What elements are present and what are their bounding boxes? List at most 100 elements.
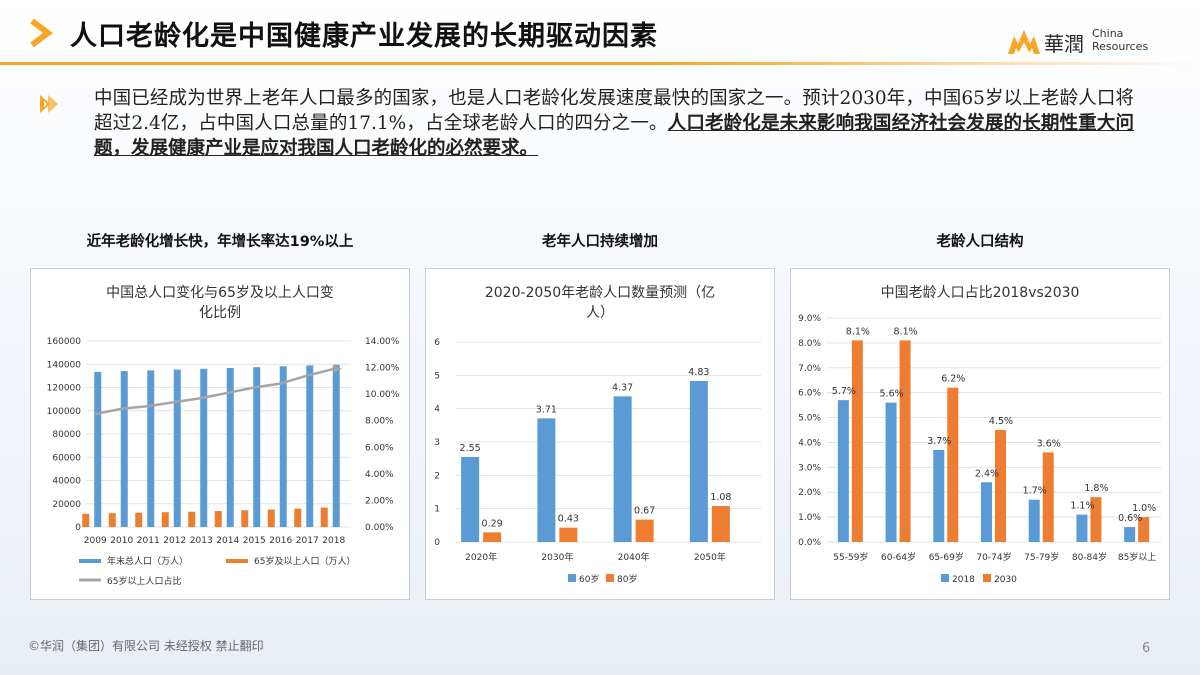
bar-60-plus [537, 418, 556, 542]
y2-tick-label: 14.00% [365, 337, 400, 347]
bar-65-plus [320, 507, 328, 527]
y-tick-label: 3.0% [798, 463, 821, 473]
y-tick-label: 140000 [47, 360, 82, 370]
bar-65-plus [188, 511, 196, 527]
legend-swatch-80 [606, 574, 614, 582]
section-title-2: 老年人口持续增加 [542, 234, 658, 250]
y-tick-label: 20000 [52, 500, 81, 510]
y2-tick-label: 8.00% [365, 417, 394, 427]
chart-panel-structure: 中国老龄人口占比2018vs2030 0.0% 1.0% 2.0% 3.0% 4.0% 5.… [790, 268, 1170, 600]
bar-80-plus [559, 527, 578, 542]
y-tick-label: 60000 [52, 453, 81, 463]
chart-title-line: 人） [586, 305, 614, 321]
x-tick-label: 2009 [84, 536, 107, 546]
y-tick-label: 5 [434, 371, 440, 381]
data-label-2030: 4.5% [989, 416, 1013, 427]
x-tick-label: 85岁以上 [1118, 551, 1156, 563]
y2-tick-label: 4.00% [365, 470, 394, 480]
chart-title-line: 中国总人口变化与65岁及以上人口变 [106, 285, 334, 301]
intro-bold-text: 人口老龄化是未来影响我国经济社会发展的长期性重大问题，发展健康产业是应对我国人口… [94, 113, 1134, 159]
bar-2018 [1124, 527, 1136, 542]
data-label-60-plus: 4.37 [612, 382, 633, 393]
bar-total-population [332, 364, 340, 527]
x-tick-label: 2020年 [465, 551, 497, 563]
y-tick-label: 0.0% [798, 538, 821, 548]
x-tick-label: 80-84岁 [1072, 551, 1107, 563]
data-label-80-plus: 1.08 [710, 492, 731, 503]
data-label-2018: 1.7% [1023, 486, 1047, 497]
bar-total-population [253, 367, 261, 527]
section-title-1: 近年老龄化增长快，年增长率达19%以上 [86, 234, 354, 250]
bar-total-population [173, 369, 181, 527]
legend-label-ratio: 65岁以上人口占比 [107, 575, 181, 587]
data-label-60-plus: 3.71 [536, 404, 557, 415]
y-tick-label: 0 [434, 538, 440, 548]
section-title-3: 老龄人口结构 [936, 234, 1024, 250]
data-label-2030: 1.8% [1084, 483, 1108, 494]
y-tick-label: 2 [434, 471, 440, 481]
y-tick-label: 1 [434, 505, 440, 515]
bar-2030 [995, 430, 1006, 542]
y-tick-label: 5.0% [798, 414, 821, 424]
bar-total-population [120, 371, 128, 527]
x-tick-label: 2018 [322, 536, 345, 546]
data-label-2030: 8.1% [894, 326, 918, 337]
data-label-2018: 2.4% [975, 468, 999, 479]
data-label-60-plus: 4.83 [688, 367, 709, 378]
bar-65-plus [294, 508, 302, 527]
legend-swatch-2018 [941, 574, 949, 582]
bar-2018 [1076, 514, 1088, 542]
data-label-60-plus: 2.55 [460, 443, 481, 454]
logo-english-text: China Resources [1092, 27, 1148, 53]
bullet-diamond-icon [40, 95, 58, 113]
bar-65-plus [214, 511, 222, 527]
x-tick-label: 2050年 [694, 551, 726, 563]
y-tick-label: 0 [75, 523, 81, 533]
bar-2030 [899, 340, 911, 542]
data-label-2030: 1.0% [1132, 503, 1156, 514]
page-title: 人口老龄化是中国健康产业发展的长期驱动因素 [70, 21, 658, 52]
x-tick-label: 65-69岁 [929, 551, 964, 563]
chart-title-line: 2020-2050年老龄人口数量预测（亿 [485, 285, 715, 301]
bar-65-plus [241, 510, 249, 527]
y-tick-label: 6 [434, 338, 440, 348]
x-tick-label: 2016 [269, 536, 292, 546]
x-tick-label: 70-74岁 [976, 551, 1011, 563]
legend-swatch-60 [568, 574, 576, 582]
x-tick-label: 2015 [243, 536, 266, 546]
logo-en-line1: China [1092, 27, 1124, 40]
china-resources-logo-icon [1008, 30, 1040, 54]
chart-panel-forecast: 2020-2050年老龄人口数量预测（亿 人） 0 1 2 3 4 5 6 2.55 0.29 202… [425, 268, 775, 600]
bar-2018 [837, 400, 849, 542]
x-tick-label: 2012 [163, 536, 186, 546]
bar-80-plus [483, 532, 502, 542]
x-tick-label: 2011 [137, 536, 160, 546]
structure-chart: 中国老龄人口占比2018vs2030 0.0% 1.0% 2.0% 3.0% 4.0% 5.… [798, 285, 1161, 585]
x-tick-label: 75-79岁 [1024, 551, 1059, 563]
legend-label-total: 年末总人口（万人） [107, 555, 188, 567]
data-label-2018: 3.7% [927, 436, 951, 447]
y2-tick-label: 10.00% [365, 390, 400, 400]
chart-panel-population: 中国总人口变化与65岁及以上人口变 化比例 0 20000 40000 60000 8000… [30, 268, 410, 600]
page-number: 6 [1142, 641, 1151, 656]
data-label-2018: 5.7% [832, 386, 856, 397]
bar-60-plus [689, 381, 708, 542]
legend-label-60: 60岁 [579, 573, 599, 585]
legend-swatch-2030 [983, 574, 991, 582]
logo-en-line2: Resources [1092, 40, 1149, 53]
x-tick-label: 2017 [296, 536, 319, 546]
x-tick-label: 2030年 [541, 551, 573, 563]
y2-tick-label: 12.00% [365, 364, 400, 374]
bar-2030 [1090, 497, 1102, 542]
bar-2030 [851, 340, 863, 542]
data-label-2030: 3.6% [1037, 438, 1061, 449]
y-tick-label: 40000 [52, 477, 81, 487]
y-tick-label: 9.0% [798, 314, 821, 324]
bar-65-plus [108, 513, 116, 527]
data-label-2018: 1.1% [1070, 501, 1094, 512]
bar-2018 [1028, 499, 1040, 542]
logo-chinese-text: 華潤 [1044, 32, 1084, 56]
data-label-80-plus: 0.43 [558, 514, 579, 525]
bar-total-population [226, 367, 234, 527]
x-tick-label: 55-59岁 [833, 551, 868, 563]
